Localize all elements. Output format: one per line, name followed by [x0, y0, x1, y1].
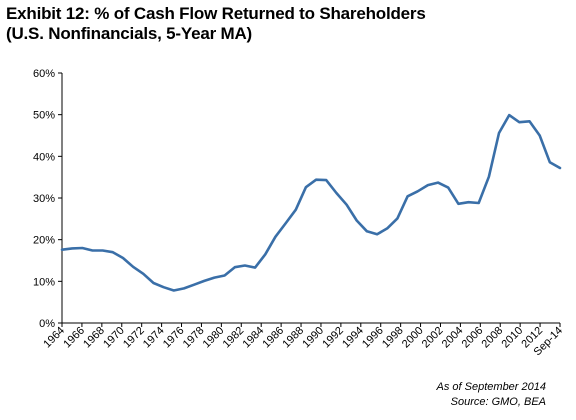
x-tick-label: 1974	[141, 325, 167, 351]
x-tick-label: 1978	[181, 325, 207, 351]
plot-area	[60, 113, 562, 292]
y-tick-label: 20%	[33, 235, 55, 247]
x-tick-label: 1988	[280, 325, 306, 351]
y-tick-label: 40%	[33, 151, 55, 163]
y-axis-labels: 0% 10% 20% 30% 40% 50% 60%	[33, 68, 55, 330]
x-tick-label: 2004	[440, 325, 466, 351]
x-tick-label: 1986	[260, 325, 286, 351]
x-tick-label: 1968	[81, 325, 107, 351]
x-tick-label: 1970	[101, 325, 127, 351]
chart-title-line1: Exhibit 12: % of Cash Flow Returned to S…	[6, 4, 426, 23]
x-tick-label: 1994	[340, 325, 366, 351]
source-note: Source: GMO, BEA	[450, 396, 546, 408]
chart-footer: As of September 2014 Source: GMO, BEA	[437, 380, 546, 410]
x-tick-label: 1982	[221, 325, 247, 351]
x-tick-label: 1972	[121, 325, 147, 351]
chart-title: Exhibit 12: % of Cash Flow Returned to S…	[6, 4, 426, 44]
x-tick-label: 1996	[360, 325, 386, 351]
y-tick-label: 10%	[33, 276, 55, 288]
x-tick-label: 2000	[400, 325, 426, 351]
x-tick-label: 1990	[300, 325, 326, 351]
y-tick-label: 60%	[33, 68, 55, 80]
x-tick-label: 2008	[480, 325, 506, 351]
chart-title-line2: (U.S. Nonfinancials, 5-Year MA)	[6, 24, 253, 43]
y-tick-label: 0%	[39, 318, 55, 330]
x-tick-label: 2006	[460, 325, 486, 351]
x-tick-label: 1998	[380, 325, 406, 351]
y-tick-label: 30%	[33, 193, 55, 205]
x-tick-label: 1980	[201, 325, 227, 351]
x-tick-label: 2010	[499, 325, 525, 351]
series-line	[60, 113, 562, 292]
x-axis-labels: 1964196619681970197219741976197819801982…	[41, 325, 565, 359]
chart-axes	[58, 72, 561, 327]
x-tick-label: 1976	[161, 325, 187, 351]
x-tick-label: 1966	[61, 325, 87, 351]
line-chart: 1964196619681970197219741976197819801982…	[33, 68, 565, 359]
x-tick-label: 1984	[241, 325, 267, 351]
x-tick-label: 1992	[320, 325, 346, 351]
x-tick-label: 2002	[420, 325, 446, 351]
as-of-note: As of September 2014	[436, 381, 546, 393]
y-tick-label: 50%	[33, 110, 55, 122]
